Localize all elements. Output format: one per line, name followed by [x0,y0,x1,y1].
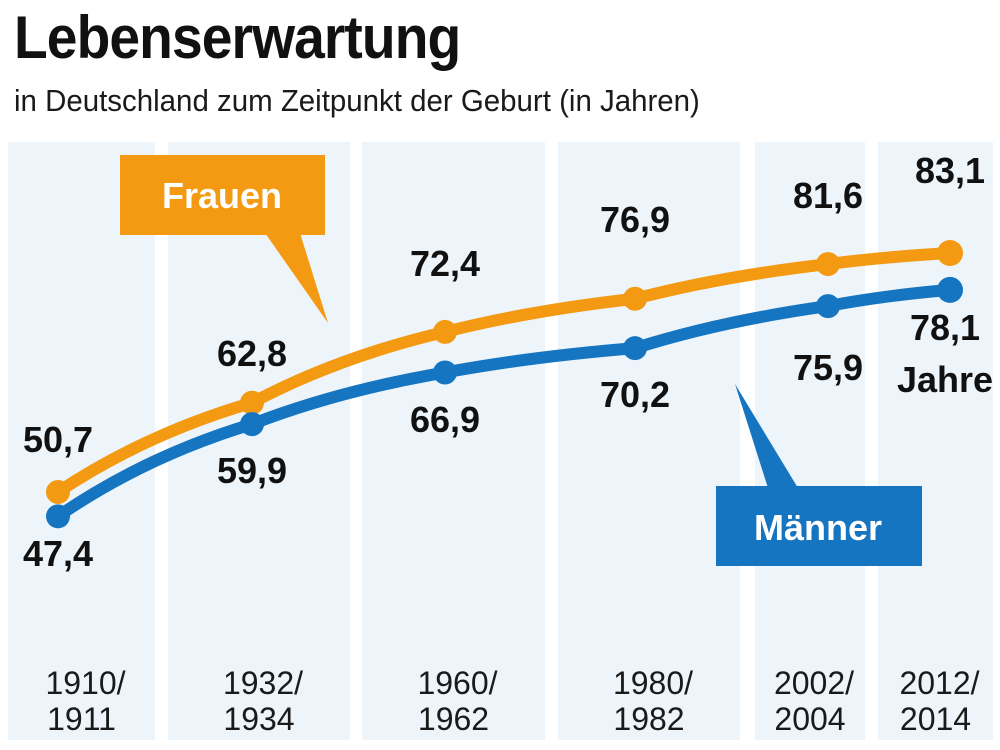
tick-label-0-a: 1910/ [45,665,125,701]
point-frauen-5 [937,240,963,266]
band-5 [878,142,993,740]
maenner-callout-box [716,486,922,566]
unit-label: Jahre [897,359,993,400]
point-maenner-3 [623,336,647,361]
point-frauen-0 [46,480,70,504]
tick-label-2-a: 1960/ [417,665,497,701]
band-0 [8,142,155,740]
maenner-callout-pointer [735,384,798,488]
label-frauen-4: 81,6 [793,175,863,216]
label-frauen-2: 72,4 [410,243,480,284]
background-bands [8,142,993,740]
legend-frauen: Frauen [162,175,282,216]
chart-subtitle: in Deutschland zum Zeitpunkt der Geburt … [14,83,700,118]
legend-callouts: Frauen Männer [120,155,922,566]
point-maenner-0 [46,504,70,529]
tick-label-1-a: 1932/ [223,665,303,701]
tick-label-3-b: 1982 [613,701,684,737]
legend-maenner: Männer [754,507,882,548]
point-maenner-5 [937,276,963,303]
band-4 [755,142,865,740]
tick-label-5-a: 2012/ [899,665,979,701]
point-frauen-1 [240,390,264,415]
label-frauen-3: 76,9 [600,199,670,240]
chart-title: Lebenserwartung [14,4,461,71]
point-frauen-4 [816,252,840,277]
tick-label-0-b: 1911 [47,701,116,737]
tick-label-2-b: 1962 [418,701,489,737]
label-frauen-1: 62,8 [217,333,287,374]
label-maenner-2: 66,9 [410,399,480,440]
label-maenner-3: 70,2 [600,374,670,415]
label-maenner-4: 75,9 [793,347,863,388]
band-3 [558,142,740,740]
point-frauen-2 [433,319,457,344]
label-maenner-1: 59,9 [217,450,287,491]
frauen-callout-box [120,155,325,235]
tick-label-4-b: 2004 [774,701,845,737]
x-axis-ticks: 1910/1911 1932/1934 1960/1962 1980/1982 2002… [45,665,979,737]
point-maenner-4 [816,294,840,319]
label-frauen-0: 50,7 [23,419,93,460]
band-2 [362,142,545,740]
label-maenner-5: 78,1 [910,307,980,348]
frauen-callout-pointer [265,233,328,323]
tick-label-4-a: 2002/ [774,665,854,701]
label-maenner-0: 47,4 [23,533,93,574]
point-maenner-2 [433,360,457,385]
tick-label-1-b: 1934 [223,701,294,737]
label-frauen-5: 83,1 [915,150,985,191]
point-maenner-1 [240,412,264,437]
data-labels: 50,7 62,8 72,4 76,9 81,6 83,1 47,4 59,9 66,9 70,2… [23,150,993,574]
series-lines [46,240,963,529]
tick-label-3-a: 1980/ [613,665,693,701]
point-frauen-3 [623,286,647,311]
tick-label-5-b: 2014 [900,701,971,737]
